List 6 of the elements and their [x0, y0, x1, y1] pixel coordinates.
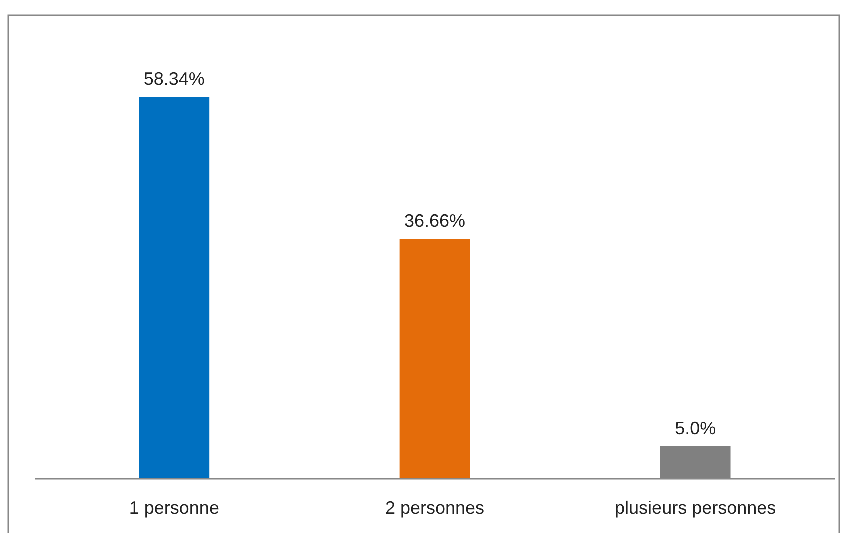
data-label: 5.0%	[675, 418, 716, 438]
data-label: 36.66%	[404, 211, 466, 232]
x-tick-label: 1 personne	[129, 498, 220, 518]
x-tick-label: plusieurs personnes	[615, 498, 776, 518]
x-tick-label: 2 personnes	[385, 498, 485, 518]
data-label: 58.34%	[144, 69, 205, 90]
